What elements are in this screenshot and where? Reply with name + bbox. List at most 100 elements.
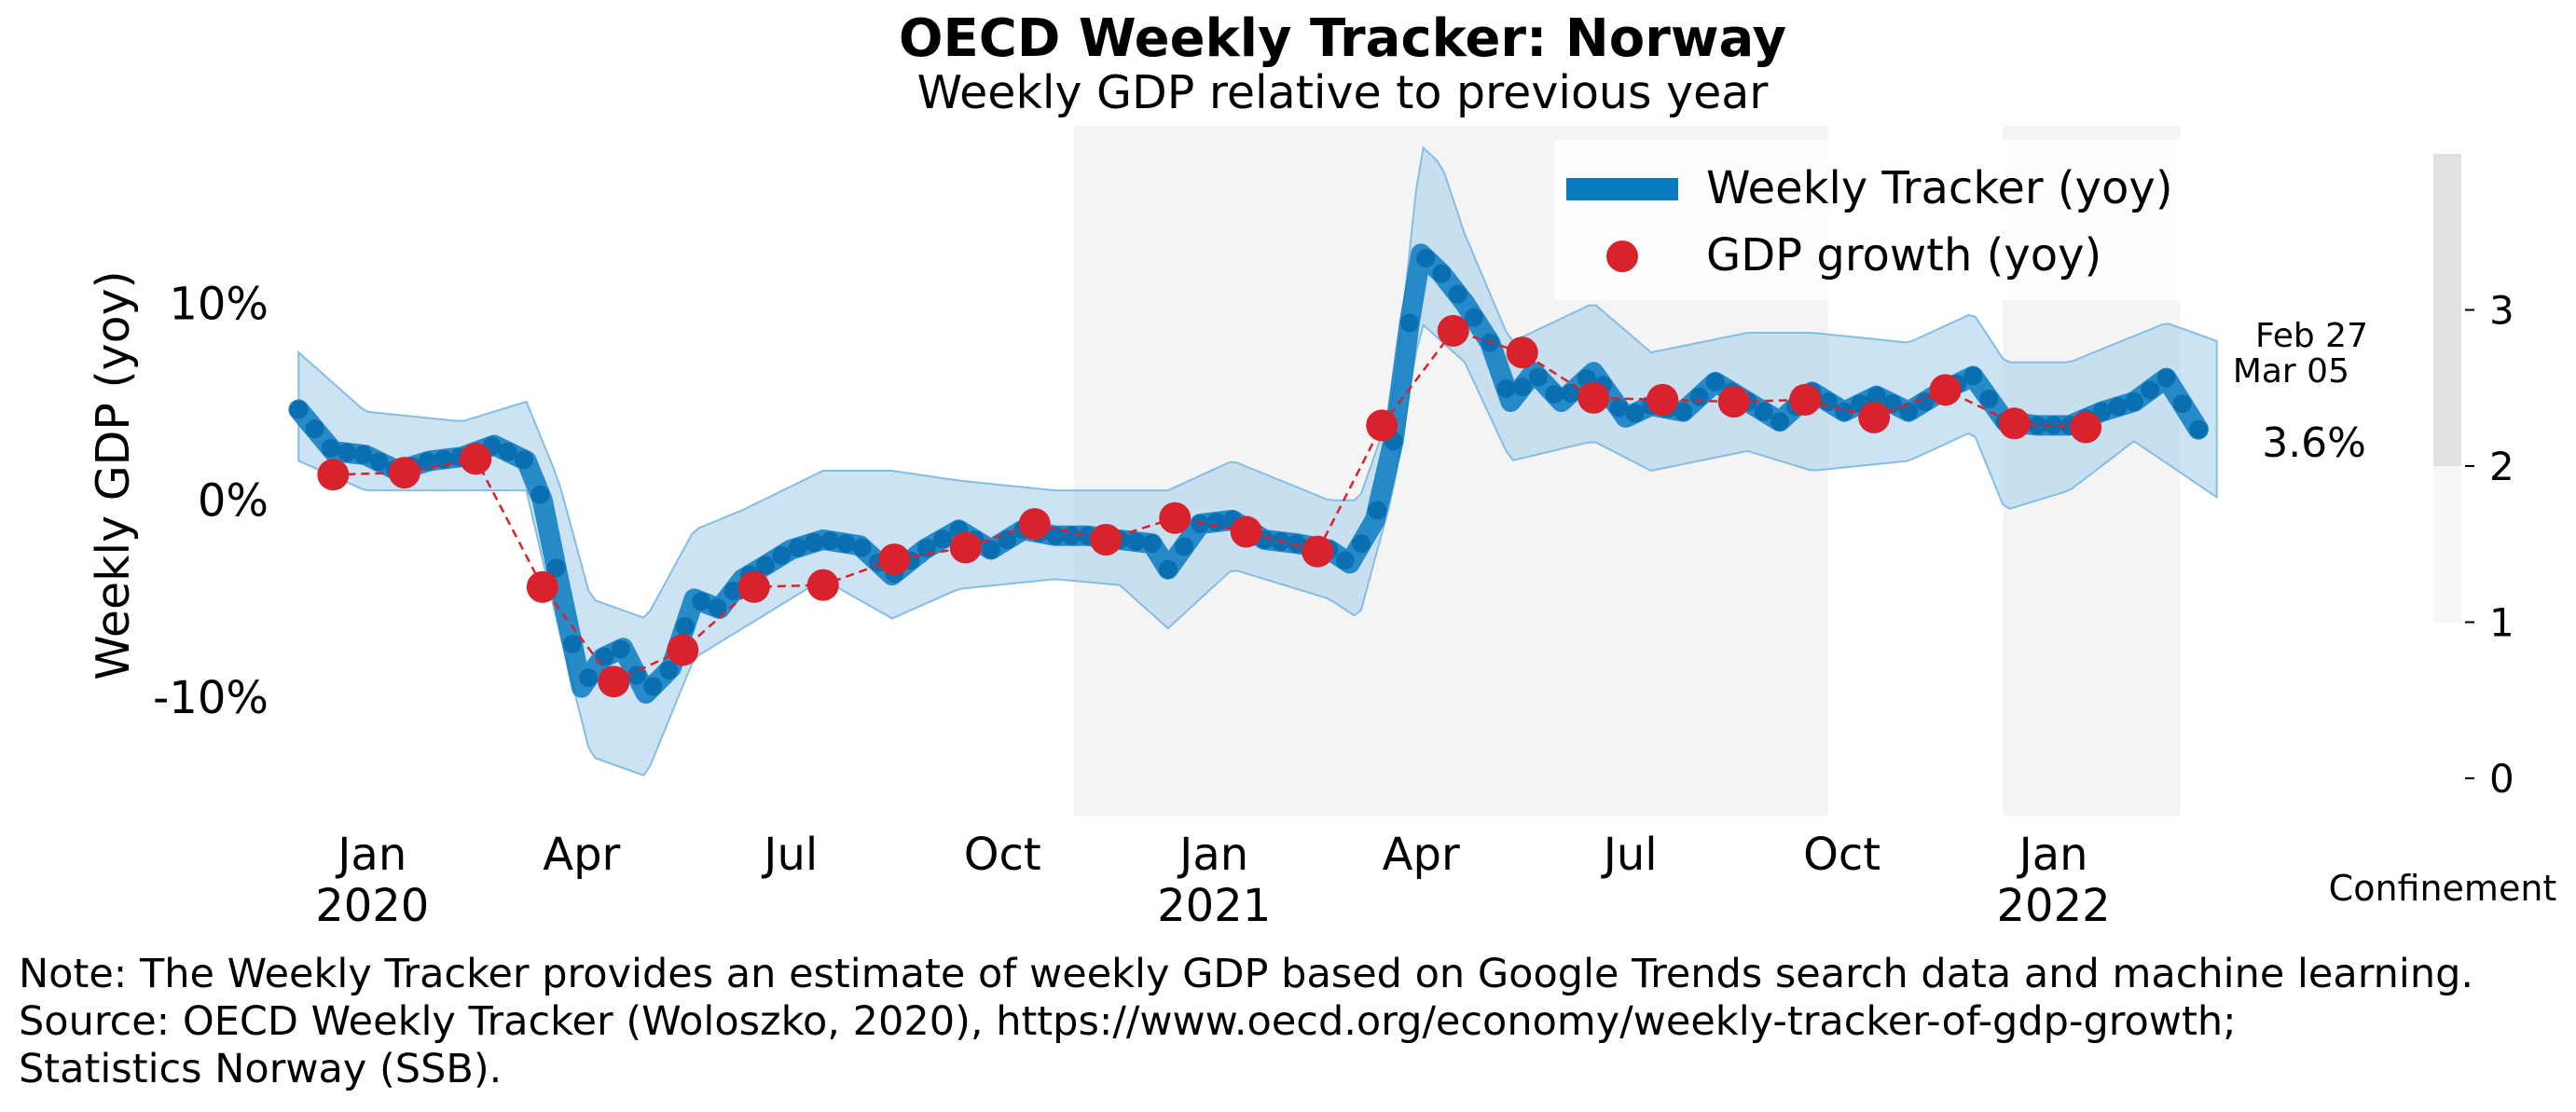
weekly-tracker-point-26 (708, 598, 727, 618)
weekly-tracker-point-96 (1835, 402, 1854, 421)
weekly-tracker-point-75 (1496, 378, 1516, 398)
gdp-growth-point-13 (1230, 515, 1262, 548)
x-tick-label-6: Jul (1601, 829, 1658, 881)
y-tick-label-0: 10% (169, 278, 269, 330)
gdp-growth-point-6 (737, 570, 770, 603)
gdp-growth-series (317, 314, 2102, 698)
gdp-growth-point-4 (598, 666, 630, 698)
weekly-tracker-point-54 (1158, 559, 1178, 579)
weekly-tracker-point-19 (595, 647, 614, 666)
weekly-tracker-point-57 (1206, 512, 1226, 531)
weekly-tracker-point-44 (998, 530, 1017, 549)
gdp-growth-point-3 (526, 570, 558, 603)
weekly-tracker-point-14 (515, 450, 534, 470)
weekly-tracker-point-55 (1175, 537, 1194, 556)
weekly-tracker-point-13 (498, 442, 517, 461)
confidence-band-area (297, 145, 2218, 777)
gdp-growth-point-15 (1366, 409, 1398, 442)
weekly-tracker-point-48 (1062, 526, 1081, 545)
legend-box (1555, 140, 2184, 300)
weekly-tracker-point-0 (289, 400, 309, 419)
weekly-tracker-point-113 (2108, 397, 2128, 417)
colorbar-level-2 (2433, 309, 2461, 466)
weekly-tracker-point-2 (321, 438, 340, 458)
weekly-tracker-point-33 (820, 531, 840, 551)
gdp-growth-point-9 (949, 531, 982, 564)
footnote: Note: The Weekly Tracker provides an est… (19, 951, 2473, 1093)
weekly-tracker-point-91 (1754, 402, 1773, 421)
weekly-tracker-point-99 (1882, 394, 1902, 414)
confinement-colorbar: 3 2 1 0 (2433, 154, 2514, 802)
colorbar-tick-label-3: 3 (2489, 288, 2514, 334)
weekly-tracker-point-112 (2092, 402, 2112, 421)
gdp-growth-point-16 (1437, 314, 1469, 347)
weekly-tracker-point-92 (1770, 412, 1790, 432)
x-tick-label-4: Jan (1177, 829, 1248, 881)
weekly-tracker-point-4 (353, 445, 373, 464)
gdp-growth-point-10 (1018, 508, 1051, 541)
weekly-tracker-point-86 (1674, 402, 1693, 421)
legend: Weekly Tracker (yoy) GDP growth (yoy) (1555, 140, 2184, 300)
gdp-growth-point-2 (460, 443, 492, 475)
weekly-tracker-point-117 (2172, 394, 2192, 414)
weekly-tracker-point-24 (675, 617, 695, 637)
gdp-growth-point-18 (1577, 381, 1610, 414)
colorbar-tick-label-0: 0 (2489, 756, 2514, 802)
annotation-date-1: Feb 27 (2255, 317, 2368, 355)
weekly-tracker-point-27 (723, 581, 743, 600)
x-tick-year-0: 2020 (315, 880, 429, 932)
x-tick-label-0: Jan (335, 829, 406, 881)
weekly-tracker-point-52 (1126, 532, 1146, 552)
x-tick-label-2: Jul (761, 829, 818, 881)
chart-subtitle: Weekly GDP relative to previous year (917, 66, 1770, 119)
weekly-tracker-point-73 (1464, 308, 1483, 327)
weekly-tracker-point-3 (337, 443, 357, 462)
weekly-tracker-point-76 (1512, 378, 1532, 397)
weekly-tracker-point-88 (1705, 372, 1725, 391)
confidence-band (297, 145, 2218, 777)
weekly-tracker-point-15 (530, 485, 550, 504)
weekly-tracker-point-25 (692, 592, 711, 611)
legend-gdp-label: GDP growth (yoy) (1706, 229, 2101, 281)
x-tick-label-7: Oct (1803, 829, 1880, 881)
x-tick-label-3: Oct (964, 829, 1041, 881)
weekly-tracker-point-104 (1963, 366, 1983, 386)
weekly-tracker-point-114 (2124, 392, 2143, 411)
colorbar-tick-label-2: 2 (2489, 444, 2514, 489)
weekly-tracker-point-47 (1045, 526, 1065, 545)
weekly-tracker-point-29 (756, 556, 776, 575)
annotation-date-2: Mar 05 (2233, 352, 2349, 391)
weekly-tracker-point-65 (1335, 551, 1355, 570)
weekly-tracker-point-82 (1609, 398, 1629, 418)
annotation-last-value: 3.6% (2262, 419, 2366, 467)
weekly-tracker-point-109 (2044, 416, 2063, 435)
weekly-tracker-point-17 (562, 635, 582, 654)
weekly-tracker-point-43 (981, 540, 1000, 559)
weekly-tracker-point-23 (659, 660, 679, 680)
weekly-tracker-point-100 (1899, 402, 1919, 421)
colorbar-tick-label-1: 1 (2489, 600, 2514, 646)
y-tick-label-1: 0% (198, 475, 269, 528)
weekly-tracker-point-70 (1416, 249, 1436, 268)
colorbar-level-3 (2433, 154, 2461, 310)
gdp-growth-point-21 (1789, 383, 1822, 416)
gdp-growth-point-1 (388, 457, 420, 489)
weekly-tracker-point-1 (305, 419, 324, 439)
weekly-tracker-point-21 (627, 666, 646, 685)
gdp-growth-point-7 (806, 569, 839, 601)
x-tick-year-4: 2021 (1157, 880, 1271, 932)
gdp-growth-point-17 (1506, 336, 1538, 369)
y-axis-label: Weekly GDP (yoy) (87, 270, 140, 680)
gdp-growth-point-11 (1090, 524, 1123, 556)
gdp-growth-point-23 (1929, 374, 1962, 406)
weekly-tracker-point-116 (2156, 368, 2176, 388)
weekly-tracker-point-34 (836, 533, 856, 553)
legend-tracker-label: Weekly Tracker (yoy) (1706, 162, 2173, 214)
weekly-tracker-point-77 (1528, 367, 1548, 387)
gdp-growth-point-0 (317, 459, 350, 491)
weekly-tracker-point-118 (2188, 419, 2208, 439)
gdp-growth-point-20 (1717, 386, 1750, 418)
gdp-growth-point-8 (878, 543, 911, 576)
